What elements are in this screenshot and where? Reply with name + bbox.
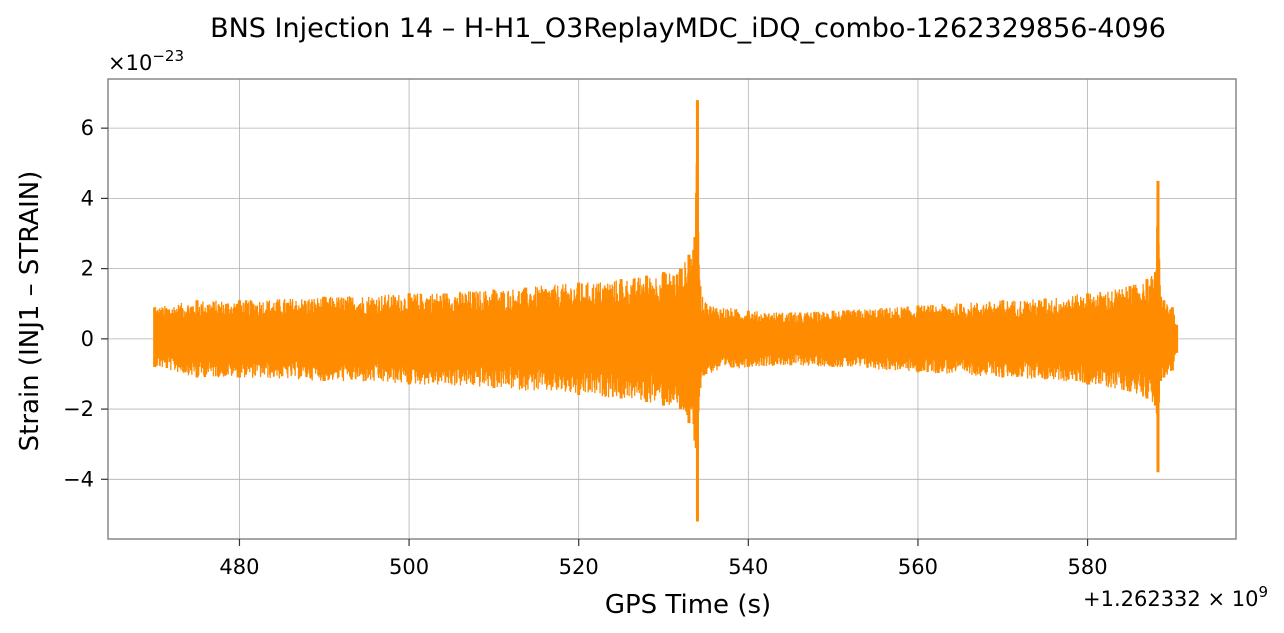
y-tick-label: 2 [81, 257, 94, 281]
y-scale-exponent: −23 [152, 47, 184, 65]
plot-area [153, 100, 1179, 522]
x-tick-label: 560 [898, 555, 938, 579]
x-tick-label: 500 [389, 555, 429, 579]
axes-frame [107, 78, 1237, 540]
x-axis-label: GPS Time (s) [605, 590, 771, 620]
y-tick-label: −4 [63, 467, 94, 491]
x-tick-label: 540 [728, 555, 768, 579]
y-tick-label: −2 [63, 397, 94, 421]
y-tick-label: 4 [81, 186, 94, 210]
x-offset-prefix: +1.262332 × 10 [1083, 587, 1258, 611]
y-scale-label: ×10 [108, 51, 152, 75]
y-tick-label: 0 [81, 327, 94, 351]
y-tick-label: 6 [81, 116, 94, 140]
y-axis-label: Strain (INJ1 – STRAIN) [15, 171, 45, 452]
ticks: 480 500 520 540 560 580 −4 −2 0 2 4 6 [63, 116, 1108, 579]
x-tick-label: 480 [219, 555, 259, 579]
x-tick-label: 520 [559, 555, 599, 579]
y-axis-scale: ×10−23 [108, 47, 184, 75]
x-axis-offset: +1.262332 × 109 [1083, 583, 1268, 611]
chart-title: BNS Injection 14 – H-H1_O3ReplayMDC_iDQ_… [210, 13, 1166, 44]
x-offset-exponent: 9 [1258, 583, 1268, 601]
x-tick-label: 580 [1068, 555, 1108, 579]
